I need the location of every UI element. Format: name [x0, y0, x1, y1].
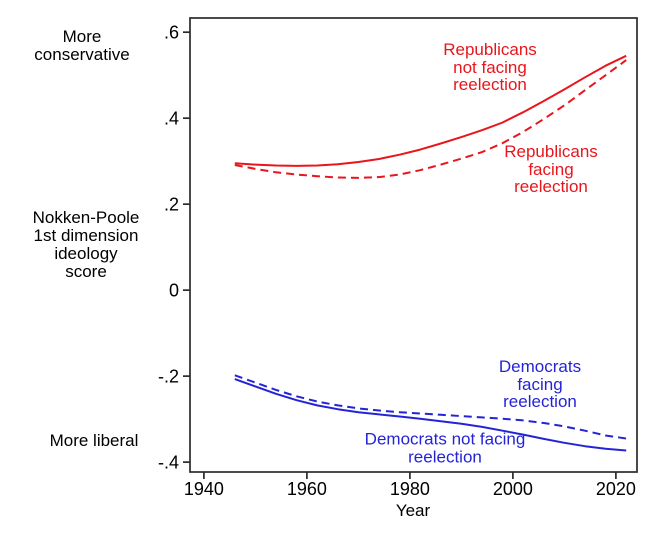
x-tick-label: 2020: [596, 479, 636, 499]
republicans-not-facing-label: Republicans not facing reelection: [443, 39, 537, 94]
republicans-facing-label: Republicans facing reelection: [504, 141, 598, 196]
y-tick-label: -.4: [158, 453, 179, 473]
democrats-facing-label: Democrats facing reelection: [498, 356, 582, 411]
x-tick-label: 1980: [390, 479, 430, 499]
series-rep-facing: [234, 59, 627, 179]
y-tick-label: 0: [169, 281, 179, 301]
series-dem-facing: [234, 374, 627, 440]
democrats-not-facing-label: Democrats not facing reelection: [364, 429, 526, 466]
series-dem-not-facing: [234, 378, 627, 452]
x-tick-label: 1940: [184, 479, 224, 499]
y-tick-label: .6: [164, 23, 179, 43]
y-axis-title: Nokken-Poole 1st dimension ideology scor…: [32, 208, 140, 281]
x-axis-title: Year: [395, 501, 431, 520]
more-liberal-label: More liberal: [49, 431, 139, 450]
y-tick-label: .4: [164, 109, 179, 129]
y-tick-label: -.2: [158, 367, 179, 387]
y-tick-label: .2: [164, 195, 179, 215]
more-conservative-label: More conservative: [34, 27, 130, 64]
series-rep-not-facing: [234, 54, 627, 167]
x-tick-label: 1960: [287, 479, 327, 499]
plot-border: [189, 17, 638, 473]
x-tick-label: 2000: [493, 479, 533, 499]
